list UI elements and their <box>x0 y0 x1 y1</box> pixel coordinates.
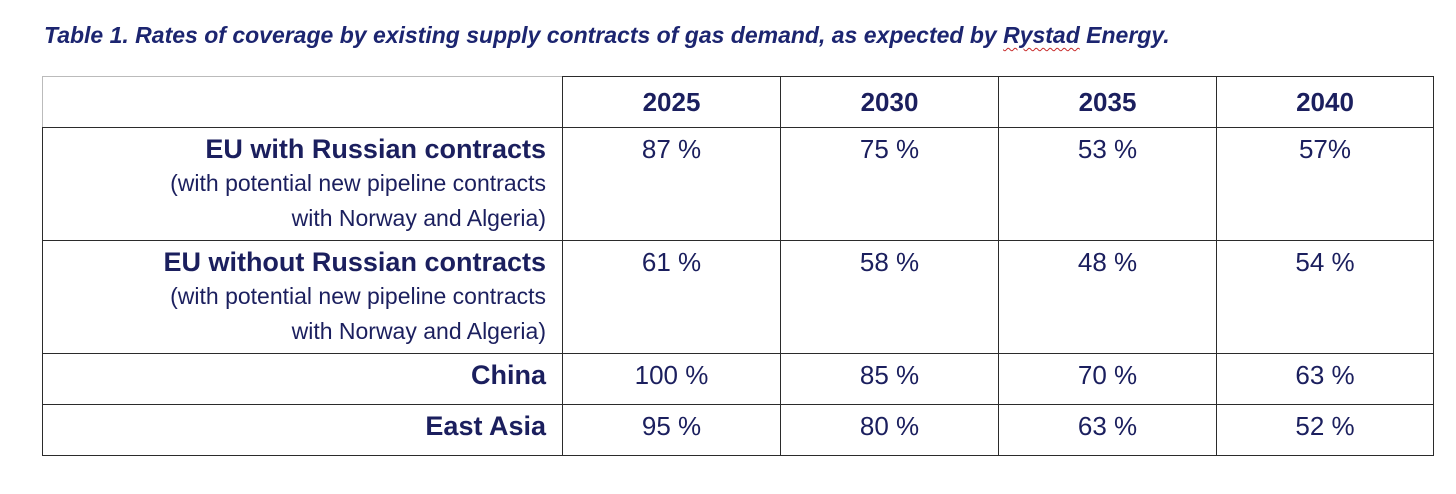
column-header-2035: 2035 <box>998 76 1217 128</box>
row-name: East Asia <box>425 411 546 441</box>
table-cell: 52 % <box>1216 404 1434 456</box>
table-cell: 63 % <box>1216 353 1434 405</box>
table-cell: 58 % <box>780 240 999 354</box>
column-header-2025: 2025 <box>562 76 781 128</box>
column-header-2030: 2030 <box>780 76 999 128</box>
row-note-line: (with potential new pipeline contracts <box>170 283 546 309</box>
row-header-east-asia: East Asia <box>42 404 563 456</box>
row-name: China <box>470 360 546 390</box>
table-cell: 75 % <box>780 127 999 241</box>
coverage-table: 2025 2030 2035 2040 EU with Russian cont… <box>42 76 1434 456</box>
row-name: EU without Russian contracts <box>163 247 546 277</box>
row-note-line: with Norway and Algeria) <box>291 318 546 344</box>
table-cell: 57% <box>1216 127 1434 241</box>
table-cell: 100 % <box>562 353 781 405</box>
caption-suffix: Energy. <box>1079 22 1170 48</box>
table-cell: 63 % <box>998 404 1217 456</box>
table-cell: 80 % <box>780 404 999 456</box>
caption-spellcheck-word: Rystad <box>1003 22 1080 48</box>
table-cell: 54 % <box>1216 240 1434 354</box>
table-cell: 61 % <box>562 240 781 354</box>
row-header-eu-without-russian: EU without Russian contracts (with poten… <box>42 240 563 354</box>
table-row: China 100 % 85 % 70 % 63 % <box>42 353 1434 405</box>
row-note-line: (with potential new pipeline contracts <box>170 170 546 196</box>
table-cell: 85 % <box>780 353 999 405</box>
header-corner-cell <box>42 76 563 128</box>
row-header-china: China <box>42 353 563 405</box>
column-header-2040: 2040 <box>1216 76 1434 128</box>
caption-prefix: Table 1. Rates of coverage by existing s… <box>44 22 1004 48</box>
table-cell: 95 % <box>562 404 781 456</box>
table-cell: 53 % <box>998 127 1217 241</box>
table-row: East Asia 95 % 80 % 63 % 52 % <box>42 404 1434 456</box>
table-cell: 48 % <box>998 240 1217 354</box>
row-name: EU with Russian contracts <box>205 134 546 164</box>
table-row: EU without Russian contracts (with poten… <box>42 240 1434 354</box>
table-row: EU with Russian contracts (with potentia… <box>42 127 1434 241</box>
header-row: 2025 2030 2035 2040 <box>42 76 1434 128</box>
row-note-line: with Norway and Algeria) <box>291 205 546 231</box>
row-header-eu-with-russian: EU with Russian contracts (with potentia… <box>42 127 563 241</box>
table-caption: Table 1. Rates of coverage by existing s… <box>44 22 1170 49</box>
table-cell: 87 % <box>562 127 781 241</box>
table-cell: 70 % <box>998 353 1217 405</box>
